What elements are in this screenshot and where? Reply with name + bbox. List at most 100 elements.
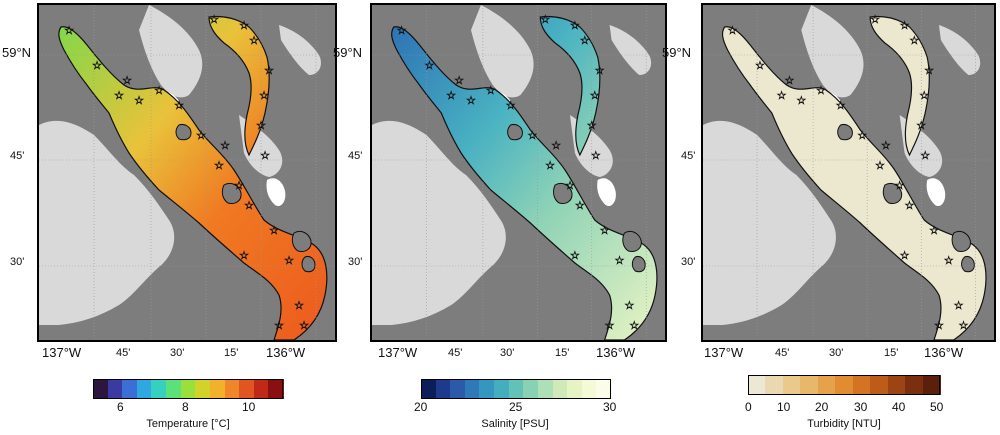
station-star-icon: ☆ xyxy=(600,224,610,237)
colorbar-tick: 20 xyxy=(815,400,829,414)
colorbar-tick: 25 xyxy=(509,400,523,414)
station-star-icon: ☆ xyxy=(916,119,926,132)
station-star-icon: ☆ xyxy=(816,84,826,97)
island xyxy=(622,230,642,252)
colorbar-outline xyxy=(421,379,611,399)
colorbar-segment xyxy=(421,379,437,399)
station-star-icon: ☆ xyxy=(857,129,867,142)
colorbar-segment xyxy=(596,379,612,399)
station-star-icon: ☆ xyxy=(919,89,929,102)
island xyxy=(175,124,192,141)
colorbar-segment xyxy=(581,379,597,399)
station-star-icon: ☆ xyxy=(466,94,476,107)
station-star-icon: ☆ xyxy=(114,89,124,102)
station-star-icon: ☆ xyxy=(264,64,274,77)
station-star-icon: ☆ xyxy=(545,159,555,172)
station-star-icon: ☆ xyxy=(755,59,765,72)
station-star-icon: ☆ xyxy=(900,19,910,32)
colorbar-segment xyxy=(765,375,784,395)
station-star-icon: ☆ xyxy=(591,149,601,162)
colorbar-segment xyxy=(537,379,554,399)
station-star-icon: ☆ xyxy=(575,199,585,212)
station-star-icon: ☆ xyxy=(929,224,939,237)
station-star-icon: ☆ xyxy=(527,129,537,142)
station-star-icon: ☆ xyxy=(454,74,464,87)
colorbar-tick: 6 xyxy=(117,400,124,414)
panel-turbidity: ☆ ☆ ☆ ☆ ☆ ☆ ☆ ☆ ☆ ☆ ☆ ☆ ☆ ☆ ☆ ☆ ☆ ☆ ☆ ☆ ☆ ☆ ☆ ☆ ☆ 59°N 45' 30' 1… xyxy=(662,0,997,435)
lon-label-30: 30' xyxy=(170,347,185,359)
station-star-icon: ☆ xyxy=(595,64,605,77)
lat-label-30: 30' xyxy=(681,256,696,268)
lon-label-136w: 136°W xyxy=(266,345,306,360)
island xyxy=(221,182,242,204)
colorbar-segment xyxy=(817,375,836,395)
island xyxy=(882,182,903,204)
colorbar-turbidity xyxy=(748,375,941,395)
colorbar-tick: 40 xyxy=(892,400,906,414)
station-star-icon: ☆ xyxy=(905,199,915,212)
map-svg-salinity: ☆☆☆☆☆☆☆☆☆☆☆☆☆☆☆☆☆☆☆☆☆☆☆☆☆ xyxy=(372,5,665,340)
colorbar-label-salinity: Salinity [PSU] xyxy=(481,418,549,430)
station-star-icon: ☆ xyxy=(785,74,795,87)
colorbar-salinity xyxy=(421,379,612,399)
lon-label-45: 45' xyxy=(448,347,463,359)
colorbar-segment xyxy=(835,375,854,395)
station-star-icon: ☆ xyxy=(220,139,230,152)
station-star-icon: ☆ xyxy=(92,59,102,72)
station-star-icon: ☆ xyxy=(256,119,266,132)
station-star-icon: ☆ xyxy=(934,319,944,332)
panel-temperature: ☆ ☆ ☆ ☆ ☆ ☆ ☆ ☆ ☆ ☆ ☆ ☆ ☆ ☆ ☆ ☆ ☆ ☆ ☆ ☆ ☆ ☆ ☆ ☆ ☆ 59°N 45' 30' 1… xyxy=(0,0,337,435)
colorbar-segment xyxy=(852,375,871,395)
station-star-icon: ☆ xyxy=(836,99,846,112)
station-star-icon: ☆ xyxy=(924,64,934,77)
icefield-area xyxy=(372,5,652,325)
station-star-icon: ☆ xyxy=(446,89,456,102)
map-svg-temperature: ☆☆☆☆☆☆☆☆☆☆☆☆☆☆☆☆☆☆☆☆☆☆☆☆☆ xyxy=(39,5,335,340)
lat-label-45: 45' xyxy=(681,150,696,162)
station-star-icon: ☆ xyxy=(629,319,639,332)
station-star-icon: ☆ xyxy=(900,249,910,262)
colorbar-outline xyxy=(93,379,283,399)
station-star-icon: ☆ xyxy=(551,139,561,152)
colorbar-segment xyxy=(180,379,196,399)
colorbar-segment xyxy=(922,375,941,395)
colorbar-segment xyxy=(195,379,211,399)
island xyxy=(837,124,853,141)
station-star-icon: ☆ xyxy=(209,13,219,26)
station-star-icon: ☆ xyxy=(624,299,634,312)
station-star-icon: ☆ xyxy=(260,149,270,162)
icefield-area xyxy=(39,5,321,325)
station-star-icon: ☆ xyxy=(64,24,74,37)
colorbar-temperature xyxy=(93,379,284,399)
station-star-icon: ☆ xyxy=(196,129,206,142)
lon-label-137w: 137°W xyxy=(704,345,744,360)
station-star-icon: ☆ xyxy=(570,249,580,262)
island xyxy=(553,182,573,204)
colorbar-segment xyxy=(166,379,182,399)
lat-label-30: 30' xyxy=(348,256,363,268)
island xyxy=(961,256,975,273)
colorbar-label-turbidity: Turbidity [NTU] xyxy=(807,418,881,430)
station-star-icon: ☆ xyxy=(587,119,597,132)
colorbar-segment xyxy=(494,379,510,399)
station-star-icon: ☆ xyxy=(397,24,407,37)
colorbar-tick: 10 xyxy=(242,400,256,414)
station-star-icon: ☆ xyxy=(486,84,496,97)
colorbar-segment xyxy=(523,379,539,399)
station-star-icon: ☆ xyxy=(920,149,930,162)
station-star-icon: ☆ xyxy=(234,179,244,192)
island xyxy=(301,256,316,273)
colorbar-tick: 50 xyxy=(930,400,944,414)
station-star-icon: ☆ xyxy=(728,24,738,37)
lat-label-59n: 59°N xyxy=(2,45,32,60)
station-star-icon: ☆ xyxy=(239,19,249,32)
lat-label-59n: 59°N xyxy=(662,45,692,60)
station-star-icon: ☆ xyxy=(796,94,806,107)
lon-label-15: 15' xyxy=(555,347,570,359)
lon-label-30: 30' xyxy=(829,347,844,359)
colorbar-outline xyxy=(748,375,940,395)
map-svg-turbidity: ☆☆☆☆☆☆☆☆☆☆☆☆☆☆☆☆☆☆☆☆☆☆☆☆☆ xyxy=(703,5,994,340)
colorbar-segment xyxy=(800,375,819,395)
station-star-icon: ☆ xyxy=(134,94,144,107)
lon-label-137w: 137°W xyxy=(42,345,82,360)
